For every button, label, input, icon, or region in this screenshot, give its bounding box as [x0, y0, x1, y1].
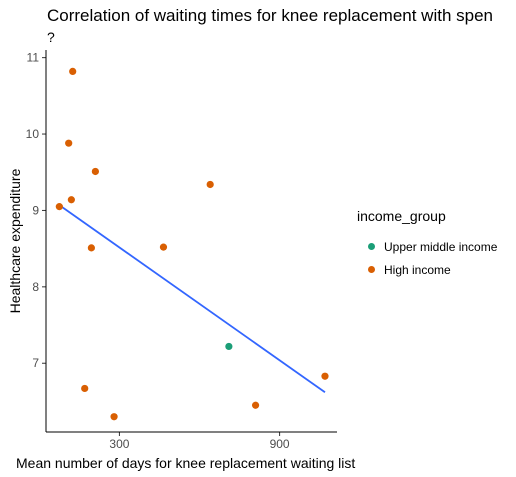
y-tick-label: 10	[26, 127, 40, 141]
y-axis-title: Healthcare expenditure	[7, 168, 23, 313]
legend: income_group Upper middle income High in…	[357, 208, 497, 281]
x-tick-label: 300	[109, 437, 129, 451]
data-point	[251, 401, 260, 409]
chart-title: Correlation of waiting times for knee re…	[47, 6, 493, 25]
legend-title: income_group	[357, 208, 446, 224]
data-point	[206, 180, 214, 189]
y-tick-label: 7	[32, 356, 39, 370]
legend-key-upper-middle-income	[368, 243, 375, 250]
legend-item-high-income: High income	[357, 258, 497, 281]
y-tick-label: 8	[32, 280, 39, 294]
x-tick-label: 900	[270, 437, 290, 451]
data-point	[110, 413, 118, 421]
data-point	[159, 243, 168, 251]
y-tick-label: 9	[32, 203, 39, 217]
x-axis-title: Mean number of days for knee replacement…	[16, 455, 355, 471]
data-point	[65, 139, 73, 147]
data-point	[81, 384, 89, 393]
data-point	[87, 244, 95, 252]
legend-label-upper-middle-income: Upper middle income	[384, 239, 498, 254]
data-point	[55, 203, 63, 211]
data-point	[225, 342, 233, 351]
trend-line	[58, 204, 326, 394]
data-point	[321, 372, 329, 380]
data-point	[69, 67, 77, 75]
chart-subtitle: ?	[47, 29, 55, 45]
data-point	[67, 196, 75, 204]
legend-label-high-income: High income	[384, 262, 451, 277]
data-point	[91, 167, 99, 176]
legend-item-upper-middle-income: Upper middle income	[357, 235, 497, 258]
legend-key-high-income	[368, 266, 375, 273]
y-tick-label: 11	[27, 51, 40, 65]
